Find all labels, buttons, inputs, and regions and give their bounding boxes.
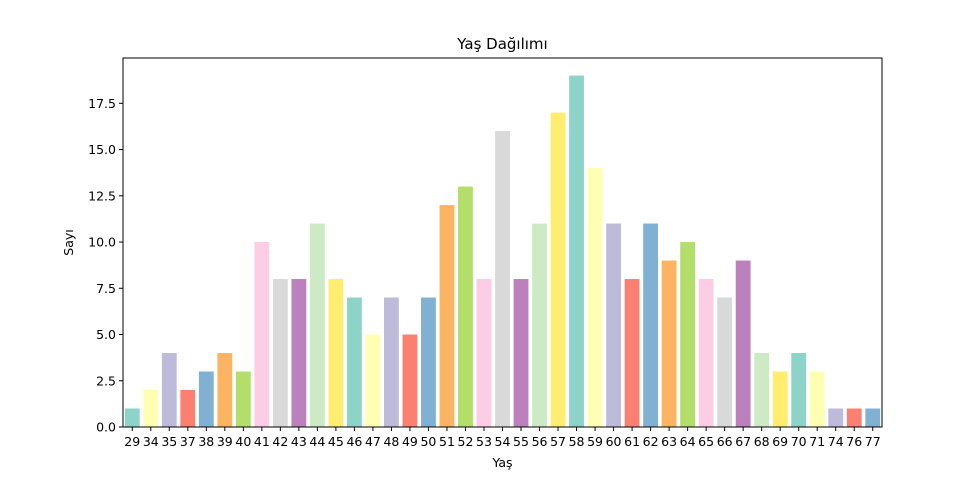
bar-57 — [550, 112, 566, 428]
y-axis-label: Sayı — [61, 229, 76, 255]
x-tick-label: 52 — [458, 434, 474, 449]
bar-46 — [346, 297, 362, 427]
y-tick-label: 5.0 — [96, 327, 116, 342]
x-tick-label: 62 — [643, 434, 659, 449]
x-tick-label: 39 — [217, 434, 233, 449]
x-tick-label: 42 — [272, 434, 288, 449]
bar-64 — [680, 242, 696, 427]
y-axis: 0.0 2.5 5.0 7.5 10.0 12.5 15.0 17.5 — [88, 96, 123, 435]
x-tick-label: 54 — [495, 434, 511, 449]
bar-43 — [291, 279, 307, 427]
y-tick-label: 15.0 — [88, 142, 116, 157]
x-tick-label: 67 — [735, 434, 751, 449]
x-tick-label: 29 — [124, 434, 140, 449]
x-tick-label: 59 — [587, 434, 603, 449]
x-tick-label: 53 — [476, 434, 492, 449]
bar-41 — [254, 242, 270, 427]
x-tick-label: 61 — [624, 434, 640, 449]
bar-29 — [124, 408, 140, 427]
x-tick-label: 40 — [235, 434, 251, 449]
x-tick-label: 74 — [828, 434, 844, 449]
bar-39 — [217, 353, 233, 427]
x-tick-label: 58 — [569, 434, 585, 449]
bar-76 — [846, 408, 862, 427]
x-tick-label: 57 — [550, 434, 566, 449]
y-tick-label: 0.0 — [96, 420, 116, 435]
chart-title: Yaş Dağılımı — [456, 35, 547, 53]
bar-74 — [828, 408, 844, 427]
x-tick-label: 35 — [161, 434, 177, 449]
x-tick-label: 49 — [402, 434, 418, 449]
bar-49 — [402, 334, 418, 427]
x-tick-label: 38 — [198, 434, 214, 449]
bar-70 — [791, 353, 807, 427]
bar-69 — [772, 371, 788, 427]
x-tick-label: 43 — [291, 434, 307, 449]
bar-37 — [180, 390, 196, 427]
bar-68 — [754, 353, 770, 427]
bar-47 — [365, 334, 381, 427]
bar-58 — [569, 75, 584, 428]
x-tick-label: 44 — [309, 434, 325, 449]
bar-48 — [384, 297, 399, 427]
bar-40 — [235, 371, 251, 427]
x-tick-label: 47 — [365, 434, 381, 449]
x-tick-label: 34 — [143, 434, 159, 449]
x-tick-label: 55 — [513, 434, 529, 449]
y-tick-label: 2.5 — [96, 373, 116, 388]
bar-60 — [606, 223, 621, 427]
x-tick-label: 64 — [680, 434, 696, 449]
bar-53 — [476, 279, 492, 427]
bar-65 — [698, 279, 714, 427]
bar-55 — [513, 279, 529, 427]
x-axis-label: Yaş — [491, 455, 512, 470]
x-tick-label: 68 — [754, 434, 770, 449]
y-tick-label: 7.5 — [96, 281, 116, 296]
y-tick-label: 12.5 — [88, 188, 116, 203]
y-tick-label: 17.5 — [88, 96, 116, 111]
x-tick-label: 76 — [846, 434, 862, 449]
x-tick-label: 37 — [180, 434, 196, 449]
bar-52 — [458, 186, 473, 427]
x-tick-label: 77 — [865, 434, 881, 449]
x-tick-label: 66 — [717, 434, 733, 449]
bar-42 — [272, 279, 288, 427]
x-tick-label: 70 — [791, 434, 807, 449]
bar-50 — [421, 297, 436, 427]
bar-34 — [143, 390, 159, 427]
x-tick-label: 46 — [346, 434, 362, 449]
bar-63 — [661, 260, 677, 427]
x-tick-label: 51 — [439, 434, 455, 449]
x-axis: 29 34 35 37 38 39 40 41 42 43 44 45 46 47 48 49 50 51 52 53… — [124, 427, 881, 449]
bar-71 — [809, 371, 825, 427]
x-tick-label: 63 — [661, 434, 677, 449]
bar-38 — [198, 371, 214, 427]
x-tick-label: 41 — [254, 434, 270, 449]
bar-61 — [624, 279, 640, 427]
x-tick-label: 48 — [383, 434, 399, 449]
x-tick-label: 60 — [606, 434, 622, 449]
bar-35 — [161, 353, 177, 427]
bar-54 — [495, 131, 510, 427]
x-tick-label: 69 — [772, 434, 788, 449]
bar-56 — [532, 223, 547, 427]
y-tick-label: 10.0 — [88, 235, 116, 250]
x-tick-label: 56 — [532, 434, 548, 449]
bar-51 — [439, 205, 455, 427]
bar-59 — [587, 168, 603, 428]
bar-62 — [643, 223, 659, 427]
x-tick-label: 71 — [809, 434, 825, 449]
bar-77 — [865, 408, 881, 427]
bar-66 — [717, 297, 733, 427]
bars-group — [124, 75, 881, 428]
bar-44 — [309, 223, 325, 427]
bar-45 — [328, 279, 344, 427]
x-tick-label: 65 — [698, 434, 714, 449]
x-tick-label: 50 — [420, 434, 436, 449]
bar-67 — [735, 260, 751, 427]
x-tick-label: 45 — [328, 434, 344, 449]
